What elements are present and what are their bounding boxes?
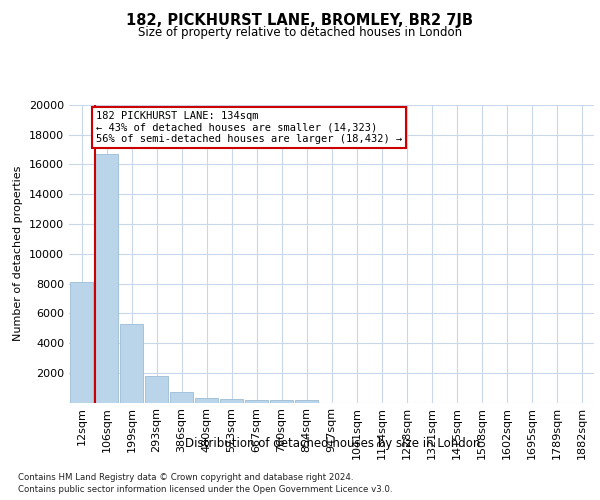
Text: Distribution of detached houses by size in London: Distribution of detached houses by size …	[185, 438, 481, 450]
Text: 182, PICKHURST LANE, BROMLEY, BR2 7JB: 182, PICKHURST LANE, BROMLEY, BR2 7JB	[127, 12, 473, 28]
Bar	[270, 400, 293, 402]
Text: Contains public sector information licensed under the Open Government Licence v3: Contains public sector information licen…	[18, 485, 392, 494]
Bar	[295, 400, 318, 402]
Y-axis label: Number of detached properties: Number of detached properties	[13, 166, 23, 342]
Bar	[195, 398, 218, 402]
Text: Size of property relative to detached houses in London: Size of property relative to detached ho…	[138, 26, 462, 39]
Bar	[145, 376, 168, 402]
Bar	[95, 154, 118, 402]
Bar	[245, 400, 268, 402]
Bar	[170, 392, 193, 402]
Text: 182 PICKHURST LANE: 134sqm
← 43% of detached houses are smaller (14,323)
56% of : 182 PICKHURST LANE: 134sqm ← 43% of deta…	[96, 111, 402, 144]
Text: Contains HM Land Registry data © Crown copyright and database right 2024.: Contains HM Land Registry data © Crown c…	[18, 472, 353, 482]
Bar	[70, 282, 93, 403]
Bar	[120, 324, 143, 402]
Bar	[220, 400, 243, 402]
